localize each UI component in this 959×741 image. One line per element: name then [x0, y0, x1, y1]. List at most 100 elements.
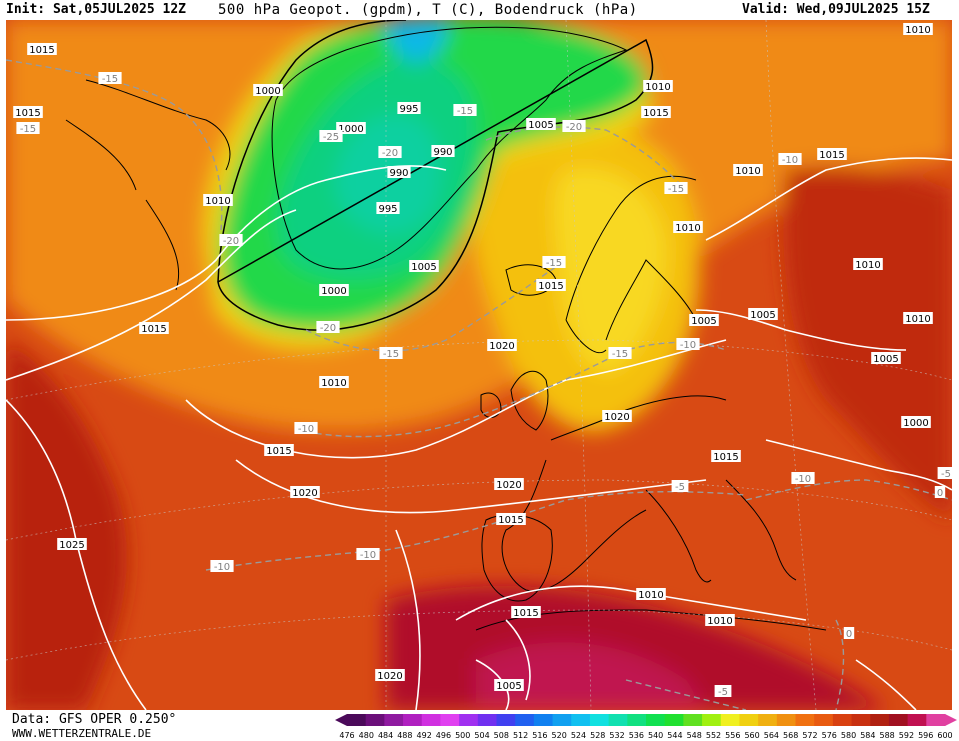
- legend-swatch-28: [870, 714, 890, 726]
- pressure-label-23: 1005: [748, 308, 778, 321]
- svg-text:1010: 1010: [645, 82, 670, 93]
- map-title: 500 hPa Geopot. (gpdm), T (C), Bodendruc…: [218, 2, 638, 18]
- legend-swatch-5: [440, 714, 460, 726]
- legend-value-15: 536: [629, 731, 644, 740]
- pressure-label-3: 1010: [203, 194, 233, 207]
- svg-text:1010: 1010: [735, 166, 760, 177]
- svg-text:-20: -20: [223, 236, 239, 247]
- svg-text:-15: -15: [668, 184, 684, 195]
- temp-label-13: -10: [778, 153, 802, 166]
- legend-swatch-17: [664, 714, 684, 726]
- legend-value-23: 568: [783, 731, 798, 740]
- weather-map: 1015 1015 1000 1010 1015 995 1000 990 990 995 1005…: [6, 20, 952, 710]
- temp-label-18: -10: [791, 472, 815, 485]
- svg-text:1015: 1015: [643, 108, 668, 119]
- legend-swatch-13: [589, 714, 610, 726]
- legend-value-2: 484: [378, 731, 393, 740]
- pressure-label-36: 1010: [636, 588, 666, 601]
- svg-text:990: 990: [433, 147, 452, 158]
- geopotential-contour: [217, 20, 654, 331]
- legend-value-29: 592: [899, 731, 914, 740]
- svg-text:1015: 1015: [15, 108, 40, 119]
- legend-swatch-9: [515, 714, 535, 726]
- pressure-label-8: 990: [387, 166, 411, 179]
- legend-value-27: 584: [860, 731, 875, 740]
- svg-text:-10: -10: [360, 550, 376, 561]
- temp-label-19: -5: [714, 685, 732, 698]
- legend-value-13: 528: [590, 731, 605, 740]
- pressure-label-31: 1020: [494, 478, 524, 491]
- svg-text:1015: 1015: [819, 150, 844, 161]
- legend-swatch-19: [702, 714, 722, 726]
- legend-swatch-30: [907, 714, 927, 726]
- legend-swatch-2: [384, 714, 404, 726]
- svg-text:-5: -5: [941, 469, 951, 480]
- pressure-label-20: 1015: [536, 279, 566, 292]
- temp-label-21: -5: [937, 467, 952, 480]
- pressure-label-5: 995: [397, 102, 421, 115]
- svg-text:-5: -5: [718, 687, 728, 698]
- legend-swatch-10: [533, 714, 554, 726]
- pressure-label-37: 1020: [375, 669, 405, 682]
- pressure-label-34: 1015: [711, 450, 741, 463]
- legend-value-17: 544: [667, 731, 682, 740]
- legend-value-7: 504: [474, 731, 489, 740]
- legend-value-20: 556: [725, 731, 740, 740]
- pressure-label-13: 1010: [643, 80, 673, 93]
- pressure-label-19: 1020: [487, 339, 517, 352]
- svg-text:-15: -15: [102, 74, 118, 85]
- data-source: Data: GFS OPER 0.250°: [12, 712, 177, 727]
- svg-text:1005: 1005: [411, 262, 436, 273]
- legend-value-14: 532: [609, 731, 624, 740]
- legend-swatch-15: [627, 714, 647, 726]
- svg-text:-10: -10: [795, 474, 811, 485]
- pressure-label-39: 1005: [494, 679, 524, 692]
- svg-text:1015: 1015: [29, 45, 54, 56]
- svg-text:995: 995: [399, 104, 418, 115]
- temp-label-6: -15: [379, 347, 403, 360]
- color-legend: 476 480 484 488 492 496 500 504 508 512 516 520 524 5…: [335, 714, 957, 740]
- svg-text:1015: 1015: [266, 446, 291, 457]
- temp-label-10: -15: [664, 182, 688, 195]
- legend-arrow-left: [335, 714, 347, 726]
- init-time: Init: Sat,05JUL2025 12Z: [6, 2, 187, 17]
- svg-text:1010: 1010: [675, 223, 700, 234]
- temp-label-15: -10: [210, 560, 234, 573]
- svg-text:1000: 1000: [255, 86, 280, 97]
- pressure-label-17: 1015: [817, 148, 847, 161]
- legend-value-24: 572: [802, 731, 817, 740]
- svg-text:1020: 1020: [496, 480, 521, 491]
- coastlines: [65, 26, 827, 631]
- pressure-label-21: 1010: [853, 258, 883, 271]
- svg-text:-15: -15: [612, 349, 628, 360]
- temp-label-3: -20: [562, 120, 586, 133]
- legend-value-6: 500: [455, 731, 470, 740]
- temp-label-17: -5: [671, 480, 689, 493]
- valid-time: Valid: Wed,09JUL2025 15Z: [742, 2, 930, 17]
- header-bar: Init: Sat,05JUL2025 12Z 500 hPa Geopot. …: [0, 0, 959, 20]
- svg-text:-10: -10: [680, 340, 696, 351]
- legend-value-21: 560: [744, 731, 759, 740]
- svg-text:990: 990: [389, 168, 408, 179]
- legend-swatch-22: [758, 714, 778, 726]
- svg-text:0: 0: [846, 629, 852, 640]
- legend-value-4: 492: [417, 731, 432, 740]
- pressure-label-38: 1010: [705, 614, 735, 627]
- pressure-label-15: 1010: [733, 164, 763, 177]
- pressure-label-26: 1015: [264, 444, 294, 457]
- pressure-label-0: 1015: [27, 43, 57, 56]
- temp-label-2: -25: [319, 130, 343, 143]
- svg-text:1015: 1015: [141, 324, 166, 335]
- svg-text:1010: 1010: [905, 314, 930, 325]
- legend-value-31: 600: [937, 731, 952, 740]
- svg-text:1005: 1005: [873, 354, 898, 365]
- pressure-label-11: 1000: [319, 284, 349, 297]
- temp-label-12: -20: [378, 146, 402, 159]
- temp-label-9: -15: [542, 256, 566, 269]
- website-link[interactable]: WWW.WETTERZENTRALE.DE: [12, 727, 152, 740]
- svg-text:1005: 1005: [750, 310, 775, 321]
- svg-text:1010: 1010: [638, 590, 663, 601]
- legend-swatch-6: [459, 714, 479, 726]
- svg-text:0: 0: [937, 488, 943, 499]
- pressure-labels: 1015 1015 1000 1010 1015 995 1000 990 990 995 1005…: [13, 23, 933, 692]
